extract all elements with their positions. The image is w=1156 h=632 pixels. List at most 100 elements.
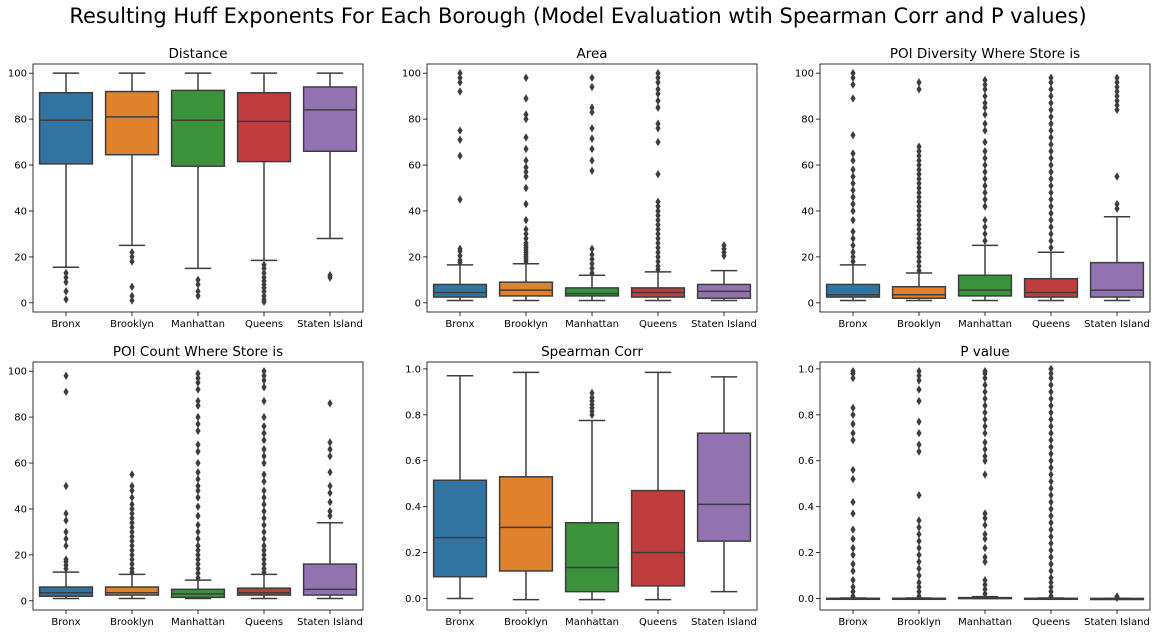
box-iqr bbox=[498, 281, 554, 297]
outlier-point bbox=[655, 96, 661, 105]
outlier-point bbox=[523, 234, 529, 243]
outlier-point bbox=[195, 573, 201, 583]
outlier-point bbox=[1114, 87, 1120, 96]
outlier-point bbox=[457, 87, 463, 96]
outlier-point bbox=[1048, 578, 1054, 587]
outlier-point bbox=[63, 527, 69, 537]
outlier-point bbox=[1048, 592, 1054, 601]
outlier-point bbox=[850, 465, 856, 475]
outlier-point bbox=[982, 520, 988, 530]
outlier-point bbox=[195, 373, 201, 383]
outlier-point bbox=[850, 199, 856, 209]
outlier-point bbox=[982, 422, 988, 431]
outlier-point bbox=[916, 396, 922, 406]
outlier-point bbox=[655, 73, 661, 82]
outlier-point bbox=[982, 530, 988, 539]
outlier-point bbox=[1048, 582, 1054, 592]
outlier-point bbox=[982, 126, 988, 135]
y-tick-label: 20 bbox=[801, 252, 814, 263]
outlier-point bbox=[655, 103, 661, 112]
y-tick-label: 0.8 bbox=[798, 410, 814, 421]
outlier-point bbox=[850, 587, 856, 596]
outlier-point bbox=[982, 394, 988, 403]
y-tick-label: 20 bbox=[14, 252, 27, 263]
figure-title: Resulting Huff Exponents For Each Boroug… bbox=[69, 4, 1087, 28]
outlier-point bbox=[655, 124, 661, 133]
outlier-point bbox=[655, 68, 661, 78]
box-queens bbox=[630, 68, 686, 302]
outlier-point bbox=[916, 206, 922, 216]
outlier-point bbox=[261, 412, 267, 422]
outlier-point bbox=[523, 94, 529, 103]
outlier-point bbox=[982, 137, 988, 147]
outlier-point bbox=[850, 149, 856, 158]
outlier-point bbox=[195, 287, 201, 296]
outlier-point bbox=[850, 80, 856, 89]
outlier-point bbox=[1048, 73, 1054, 82]
outlier-point bbox=[982, 415, 988, 424]
outlier-point bbox=[327, 468, 333, 477]
outlier-point bbox=[916, 257, 922, 266]
outlier-point bbox=[523, 225, 529, 234]
box-brooklyn bbox=[498, 73, 554, 302]
outlier-point bbox=[195, 486, 201, 495]
outlier-point bbox=[916, 142, 922, 151]
y-tick-label: 0.2 bbox=[405, 548, 421, 559]
outlier-point bbox=[982, 438, 988, 447]
outlier-point bbox=[129, 504, 135, 514]
box-staten-island bbox=[302, 399, 358, 600]
box-iqr bbox=[630, 489, 686, 587]
box-queens bbox=[1023, 364, 1079, 601]
outlier-point bbox=[261, 451, 267, 461]
outlier-point bbox=[1048, 195, 1054, 204]
outlier-point bbox=[655, 238, 661, 248]
chart-spearman-corr: Spearman Corr 0.0 0.2 0.4 0.6 0.8 1.0 Bronx Broo… bbox=[405, 344, 758, 628]
outlier-point bbox=[1048, 160, 1054, 170]
outlier-point bbox=[982, 470, 988, 479]
box-brooklyn bbox=[891, 78, 947, 302]
y-tick-label: 80 bbox=[408, 115, 421, 126]
outlier-point bbox=[982, 160, 988, 170]
outlier-point bbox=[982, 229, 988, 239]
outlier-point bbox=[195, 546, 201, 555]
outlier-point bbox=[261, 445, 267, 454]
outlier-point bbox=[916, 202, 922, 211]
outlier-point bbox=[523, 163, 529, 172]
box-bronx bbox=[825, 366, 881, 601]
outlier-point bbox=[261, 555, 267, 564]
outlier-point bbox=[523, 238, 529, 248]
outlier-point bbox=[129, 527, 135, 537]
outlier-point bbox=[523, 73, 529, 82]
outlier-point bbox=[523, 199, 529, 209]
outlier-point bbox=[916, 428, 922, 438]
box-brooklyn bbox=[498, 371, 554, 601]
outlier-point bbox=[261, 550, 267, 560]
outlier-point bbox=[982, 380, 988, 390]
outlier-point bbox=[129, 248, 135, 257]
box-iqr bbox=[498, 476, 554, 572]
outlier-point bbox=[261, 493, 267, 502]
outlier-point bbox=[1048, 147, 1054, 156]
outlier-point bbox=[457, 135, 463, 144]
outlier-point bbox=[1048, 112, 1054, 122]
outlier-point bbox=[982, 387, 988, 397]
outlier-point bbox=[655, 206, 661, 216]
x-tick-label-staten-island: Staten Island bbox=[297, 617, 363, 628]
outlier-point bbox=[129, 500, 135, 509]
outlier-point bbox=[1048, 401, 1054, 410]
outlier-point bbox=[982, 428, 988, 438]
outlier-point bbox=[916, 536, 922, 546]
y-tick-label: 0.6 bbox=[405, 456, 421, 467]
outlier-point bbox=[916, 174, 922, 184]
outlier-point bbox=[261, 486, 267, 495]
x-tick-label-staten-island: Staten Island bbox=[1084, 617, 1150, 628]
outlier-point bbox=[129, 532, 135, 541]
x-tick-label-bronx: Bronx bbox=[51, 319, 80, 330]
outlier-point bbox=[1048, 552, 1054, 562]
outlier-point bbox=[589, 124, 595, 133]
outlier-point bbox=[523, 183, 529, 193]
outlier-point bbox=[850, 186, 856, 195]
outlier-point bbox=[195, 419, 201, 429]
outlier-point bbox=[1048, 422, 1054, 431]
